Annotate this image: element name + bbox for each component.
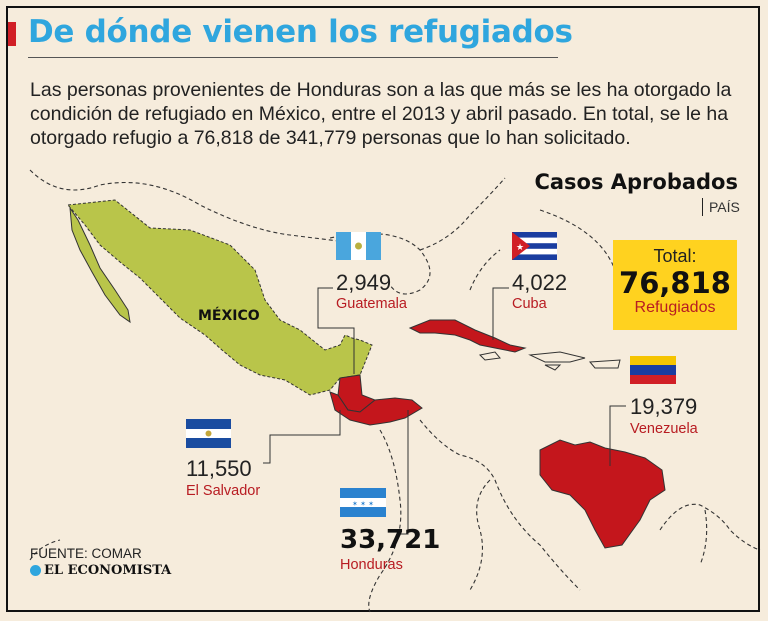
- honduras-flag: ✶ ✶ ✶: [340, 488, 386, 517]
- el-salvador-value: 11,550: [186, 456, 252, 481]
- honduras-value: 33,721: [340, 525, 441, 555]
- leader-lines: [263, 287, 626, 535]
- el-salvador-flag: [186, 419, 231, 448]
- brand-logo: EL ECONOMISTA: [30, 563, 171, 578]
- cuba-name: Cuba: [512, 296, 547, 312]
- cuba-flag: ★: [512, 232, 557, 260]
- venezuela-flag: [630, 356, 676, 384]
- caribbean-islands: [478, 351, 621, 371]
- total-label: Total:: [653, 246, 697, 266]
- central-america-shape: [329, 391, 423, 426]
- honduras-name: Honduras: [340, 557, 403, 573]
- venezuela-value: 19,379: [630, 394, 698, 419]
- guatemala-flag: [336, 232, 381, 260]
- border-lines: [29, 169, 761, 613]
- title-underline: [28, 57, 558, 58]
- mexico-shape: [67, 199, 373, 396]
- total-box: Total: 76,818 Refugiados: [613, 240, 737, 330]
- mexico-label: MÉXICO: [198, 308, 260, 324]
- page-title: De dónde vienen los refugiados: [28, 14, 573, 50]
- guatemala-name: Guatemala: [336, 296, 407, 312]
- title-accent-bar: [8, 22, 16, 46]
- cuba-value: 4,022: [512, 270, 568, 295]
- guatemala-value: 2,949: [336, 270, 392, 295]
- svg-text:★: ★: [516, 243, 524, 253]
- cuba-shape: [408, 319, 527, 353]
- svg-text:✶ ✶ ✶: ✶ ✶ ✶: [352, 500, 374, 508]
- source-text: FUENTE: COMAR: [30, 546, 142, 561]
- venezuela-shape: [539, 439, 666, 549]
- legend-subtitle: PAÍS: [702, 198, 740, 216]
- brand-icon: [30, 565, 41, 576]
- legend-title: Casos Aprobados: [534, 170, 738, 194]
- el-salvador-name: El Salvador: [186, 483, 261, 499]
- total-unit: Refugiados: [634, 299, 716, 316]
- venezuela-name: Venezuela: [630, 421, 698, 437]
- baja-california-shape: [69, 207, 131, 324]
- total-value: 76,818: [619, 266, 731, 300]
- brand-name: EL ECONOMISTA: [44, 563, 172, 578]
- intro-text: Las personas provenientes de Honduras so…: [30, 79, 732, 149]
